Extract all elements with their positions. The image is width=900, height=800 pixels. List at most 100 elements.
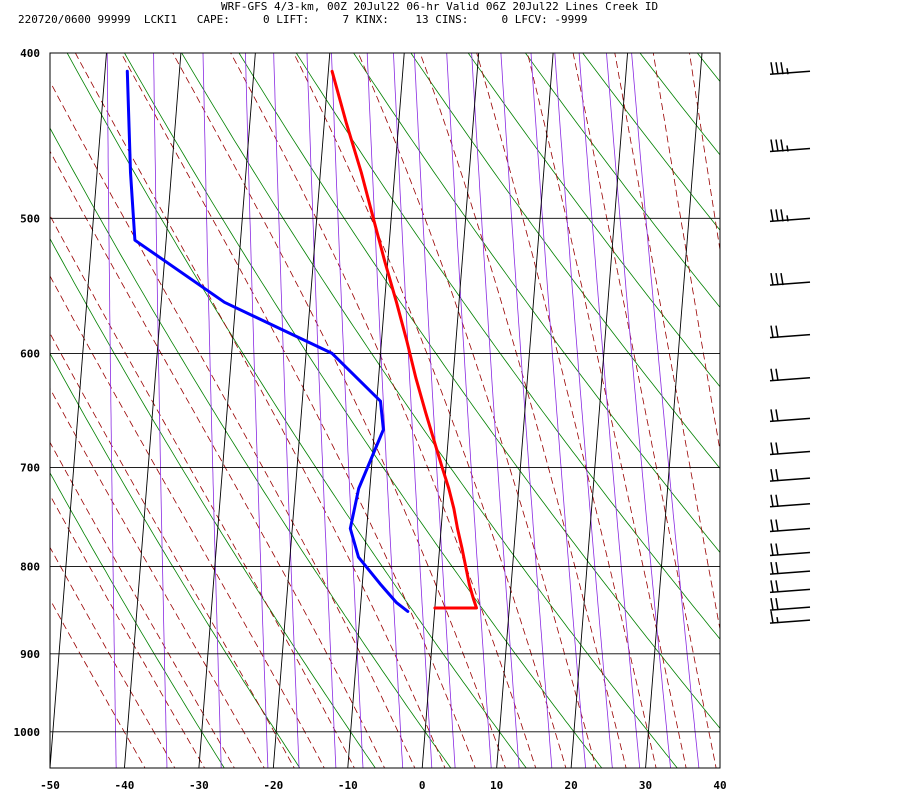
wind-barb-half-flag <box>786 68 789 75</box>
wind-barb-flag <box>770 562 774 575</box>
wind-barb-flag <box>775 442 779 455</box>
wind-barb-flag <box>780 62 784 75</box>
wind-barb-staff <box>769 147 811 153</box>
moist-adiabat-line <box>230 53 537 768</box>
temperature-tick-label: 30 <box>639 779 652 792</box>
mixing-ratio-line <box>306 53 337 768</box>
mixing-ratio-line <box>530 53 587 768</box>
moist-adiabat-line <box>50 387 265 768</box>
wind-barb-staff <box>769 281 811 286</box>
dry-adiabat-line <box>582 53 720 231</box>
pressure-tick-label: 800 <box>20 561 40 574</box>
dry-adiabat-line <box>50 127 452 768</box>
wind-barb-flag <box>775 580 779 593</box>
pressure-tick-label: 600 <box>20 347 40 360</box>
mixing-ratio-line <box>578 53 641 768</box>
wind-barb-flag <box>775 368 779 381</box>
wind-barb <box>769 409 811 423</box>
moist-adiabat-line <box>50 546 176 768</box>
wind-barb-flag <box>770 62 774 75</box>
wind-barb-column <box>769 62 811 624</box>
temperature-tick-label: -30 <box>189 779 209 792</box>
wind-barb-flag <box>770 610 774 624</box>
wind-barb-flag <box>775 562 779 575</box>
pressure-tick-label: 500 <box>20 212 40 225</box>
moist-adiabat-line <box>614 53 720 632</box>
wind-barb-staff <box>769 619 811 624</box>
moist-adiabat-line <box>50 214 355 768</box>
wind-barb-staff <box>769 551 811 557</box>
dry-adiabat-line <box>696 53 720 83</box>
mixing-ratio-line <box>446 53 492 768</box>
mixing-ratio-line <box>331 53 364 768</box>
wind-barb-flag <box>770 519 774 532</box>
moist-adiabat-line <box>293 53 567 768</box>
moist-adiabat-line <box>50 441 235 768</box>
dry-adiabat-line <box>410 53 720 470</box>
wind-barb-staff <box>769 70 811 76</box>
mixing-ratio-line <box>606 53 671 768</box>
plot-frame <box>49 52 721 769</box>
mixing-ratio-line <box>106 53 117 768</box>
dry-adiabat-line <box>124 53 603 768</box>
wind-barb-staff <box>769 527 811 533</box>
wind-barb-flag <box>775 468 779 482</box>
wind-barb-flag <box>770 543 774 556</box>
moist-adiabat-line <box>572 53 717 768</box>
isotherm-line <box>347 53 405 768</box>
wind-barb-half-flag <box>786 215 789 222</box>
wind-barb <box>769 273 811 286</box>
wind-barb-staff <box>769 376 811 382</box>
wind-barb-flag <box>770 580 774 593</box>
pressure-tick-label: 900 <box>20 648 40 661</box>
temperature-profile-line <box>330 69 478 610</box>
wind-barb-staff <box>769 417 811 423</box>
wind-barb <box>769 610 811 624</box>
pressure-tick-label: 1000 <box>14 726 41 739</box>
temperature-tick-label: 40 <box>713 779 726 792</box>
temperature-tick-label: 10 <box>490 779 503 792</box>
wind-barb <box>769 368 811 382</box>
moist-adiabat-line <box>476 53 657 768</box>
wind-barb-flag <box>775 519 779 532</box>
wind-barb-flag <box>775 325 779 338</box>
dry-adiabat-line <box>181 53 678 768</box>
wind-barb-flag <box>775 273 779 286</box>
wind-barb-flag <box>770 139 774 152</box>
wind-barb <box>769 580 811 594</box>
mixing-ratio-line <box>244 53 269 768</box>
dry-adiabat-line <box>50 237 376 768</box>
wind-barb-flag <box>770 325 774 338</box>
wind-barb <box>769 562 811 575</box>
wind-barb-flag <box>770 368 774 381</box>
wind-barb-flag <box>770 494 774 507</box>
wind-barb-half-flag <box>786 145 789 152</box>
wind-barb <box>769 543 811 557</box>
dry-adiabat-line <box>66 53 527 768</box>
moist-adiabat-line <box>50 332 295 768</box>
dry-adiabat-line <box>50 472 225 768</box>
moist-adiabat-line <box>50 275 325 768</box>
wind-barb-flag <box>775 139 779 152</box>
moist-adiabat-line <box>172 53 506 768</box>
dry-adiabat-line <box>50 352 301 768</box>
isotherm-line <box>198 53 256 768</box>
wind-barb-staff <box>769 588 811 594</box>
dry-adiabat-line <box>467 53 720 388</box>
wind-barb-flag <box>775 543 779 556</box>
dry-adiabat-line <box>238 53 720 729</box>
temperature-tick-label: -40 <box>115 779 135 792</box>
wind-barb-flag <box>770 273 774 286</box>
moist-adiabat-line <box>120 53 476 768</box>
wind-barb <box>769 494 811 508</box>
pressure-tick-label: 400 <box>20 47 40 60</box>
wind-barb <box>769 519 811 533</box>
wind-barb-staff <box>769 477 811 482</box>
mixing-ratio-line <box>471 53 520 768</box>
moist-adiabat-line <box>689 53 720 253</box>
chart-title: WRF-GFS 4/3-km, 00Z 20Jul22 06-hr Valid … <box>221 0 659 13</box>
moist-adiabat-line <box>652 53 720 453</box>
wind-barb <box>769 62 811 76</box>
mixing-ratio-line <box>153 53 168 768</box>
isotherm-line <box>123 53 182 768</box>
